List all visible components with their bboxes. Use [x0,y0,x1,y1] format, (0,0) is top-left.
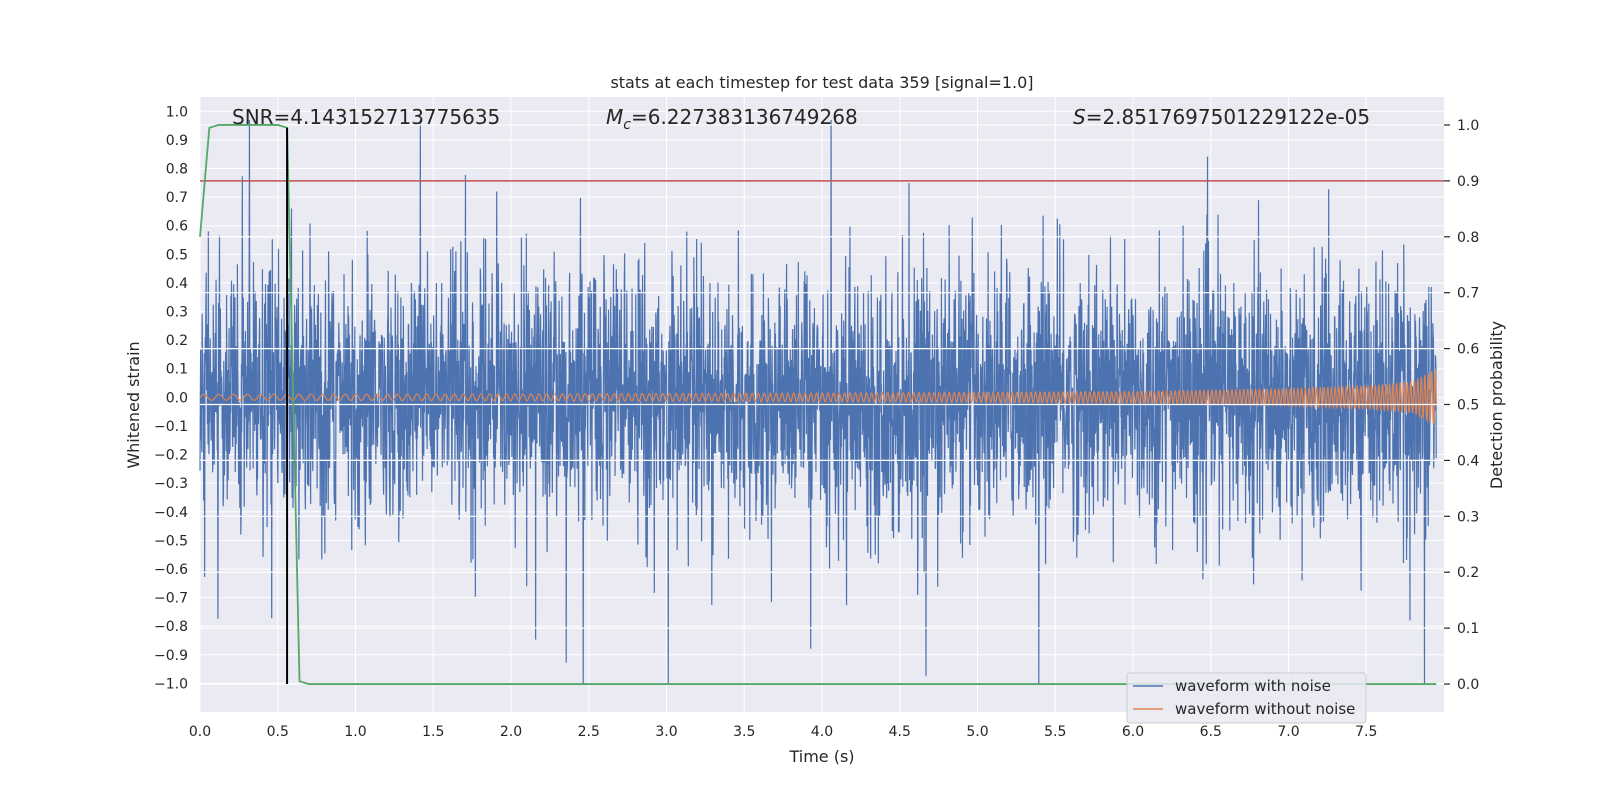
x-tick-label: 5.0 [966,724,988,740]
x-tick-label: 3.0 [655,724,677,740]
y2-tick-label: 0.1 [1457,621,1479,637]
x-tick-label: 2.5 [578,724,600,740]
s-symbol: S [1073,105,1086,129]
y-tick-label: 1.0 [166,104,188,120]
y2-tick-label: 0.3 [1457,509,1479,525]
y-tick-label: 0.3 [166,305,188,321]
y-tick-label: 0.9 [166,133,188,149]
x-axis-label: Time (s) [788,747,854,766]
y-tick-label: −0.4 [154,505,188,521]
y-tick-label: 0.6 [166,219,188,235]
legend: waveform with noise waveform without noi… [1126,672,1367,724]
legend-label-clean: waveform without noise [1175,700,1355,718]
x-tick-label: 4.5 [889,724,911,740]
x-tick-label: 0.5 [267,724,289,740]
x-tick-label: 5.5 [1044,724,1066,740]
x-tick-label: 1.0 [344,724,366,740]
y-tick-label: −0.2 [154,448,188,464]
y2-tick-label: 0.8 [1457,230,1479,246]
y2-tick-label: 0.7 [1457,286,1479,302]
chart-title: stats at each timestep for test data 359… [610,73,1033,92]
y2-axis-label: Detection probability [1487,321,1506,489]
x-tick-label: 6.0 [1122,724,1144,740]
y-tick-label: 0.5 [166,247,188,263]
y-tick-label: 0.2 [166,333,188,349]
x-tick-label: 2.0 [500,724,522,740]
y-tick-label: −0.6 [154,562,188,578]
legend-box [1126,672,1367,724]
x-tick-label: 3.5 [733,724,755,740]
y2-tick-label: 0.9 [1457,174,1479,190]
y-tick-label: −0.5 [154,533,188,549]
x-tick-label: 6.5 [1200,724,1222,740]
y-tick-label: 0.8 [166,162,188,178]
detection-probability-line [199,124,1437,685]
legend-label-noise: waveform with noise [1175,677,1331,695]
s-value: =2.8517697501229122e-05 [1086,105,1370,129]
y-tick-label: −1.0 [154,676,188,692]
y-axis-label: Whitened strain [124,341,143,468]
x-tick-label: 1.5 [422,724,444,740]
y2-tick-label: 0.0 [1457,677,1479,693]
y-tick-label: −0.3 [154,476,188,492]
x-tick-label: 7.5 [1355,724,1377,740]
s-annotation: S=2.8517697501229122e-05 [1073,105,1370,129]
y-tick-label: −0.8 [154,619,188,635]
snr-annotation: SNR=4.143152713775635 [232,105,500,129]
y2-tick-label: 0.2 [1457,565,1479,581]
y2-tick-label: 0.5 [1457,398,1479,414]
x-tick-label: 0.0 [189,724,211,740]
y-tick-label: 0.4 [166,276,188,292]
y2-tick-label: 1.0 [1457,118,1479,134]
y2-tick-label: 0.6 [1457,342,1479,358]
y-tick-label: −0.1 [154,419,188,435]
y-tick-label: 0.1 [166,362,188,378]
y-tick-label: −0.9 [154,648,188,664]
y2-tick-label: 0.4 [1457,453,1479,469]
y-tick-label: 0.0 [166,390,188,406]
x-axis: 0.0 0.5 1.0 1.5 2.0 2.5 3.0 3.5 4.0 4.5 5.0 5.5 6.0 6… [189,724,1378,740]
x-tick-label: 7.0 [1277,724,1299,740]
chirp-mass-subscript: c [623,117,631,133]
y-axis-left: 1.0 0.9 0.8 0.7 0.6 0.5 0.4 0.3 0.2 0.1 0.0 −0.1 −0.… [154,104,188,692]
chirp-mass-symbol: M [606,105,623,129]
y-tick-label: 0.7 [166,190,188,206]
x-tick-label: 4.0 [811,724,833,740]
y-axis-right: 1.0 0.9 0.8 0.7 0.6 0.5 0.4 0.3 0.2 0.1 0.0 [1444,118,1479,693]
chirp-mass-value: =6.227383136749268 [631,105,858,129]
y-tick-label: −0.7 [154,591,188,607]
chirp-mass-annotation: Mc=6.227383136749268 [606,105,858,133]
